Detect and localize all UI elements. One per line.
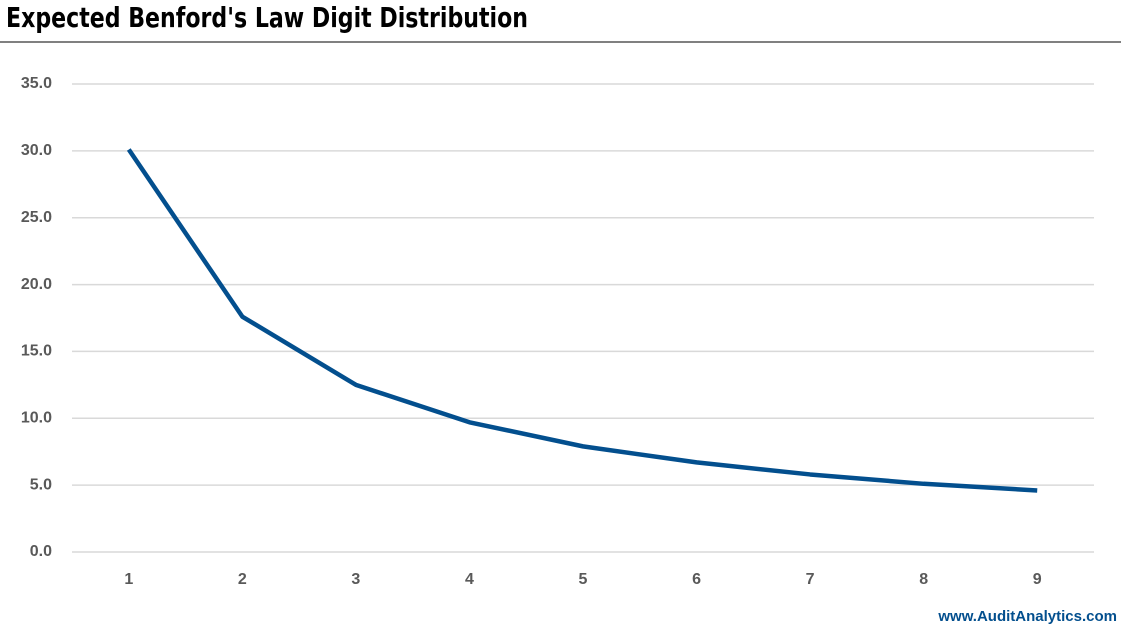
x-tick-label: 4 bbox=[465, 571, 474, 588]
x-tick-label: 7 bbox=[806, 571, 815, 588]
data-line bbox=[126, 148, 1038, 493]
x-tick-label: 6 bbox=[692, 571, 701, 588]
y-tick-label: 10.0 bbox=[21, 410, 52, 427]
x-tick-label: 5 bbox=[579, 571, 588, 588]
y-tick-label: 30.0 bbox=[21, 142, 52, 159]
y-tick-label: 5.0 bbox=[30, 476, 52, 493]
y-tick-label: 35.0 bbox=[21, 75, 52, 92]
x-tick-label: 8 bbox=[919, 571, 928, 588]
y-tick-label: 15.0 bbox=[21, 343, 52, 360]
y-tick-label: 0.0 bbox=[30, 543, 52, 560]
source: www.AuditAnalytics.com bbox=[937, 608, 1117, 625]
x-tick-label: 1 bbox=[124, 571, 133, 588]
chart-title: Expected Benford's Law Digit Distributio… bbox=[6, 1, 528, 34]
y-tick-label: 25.0 bbox=[21, 209, 52, 226]
x-tick-label: 2 bbox=[238, 571, 247, 588]
y-tick-label: 20.0 bbox=[21, 276, 52, 293]
x-tick-label: 3 bbox=[351, 571, 360, 588]
x-tick-label: 9 bbox=[1033, 571, 1042, 588]
